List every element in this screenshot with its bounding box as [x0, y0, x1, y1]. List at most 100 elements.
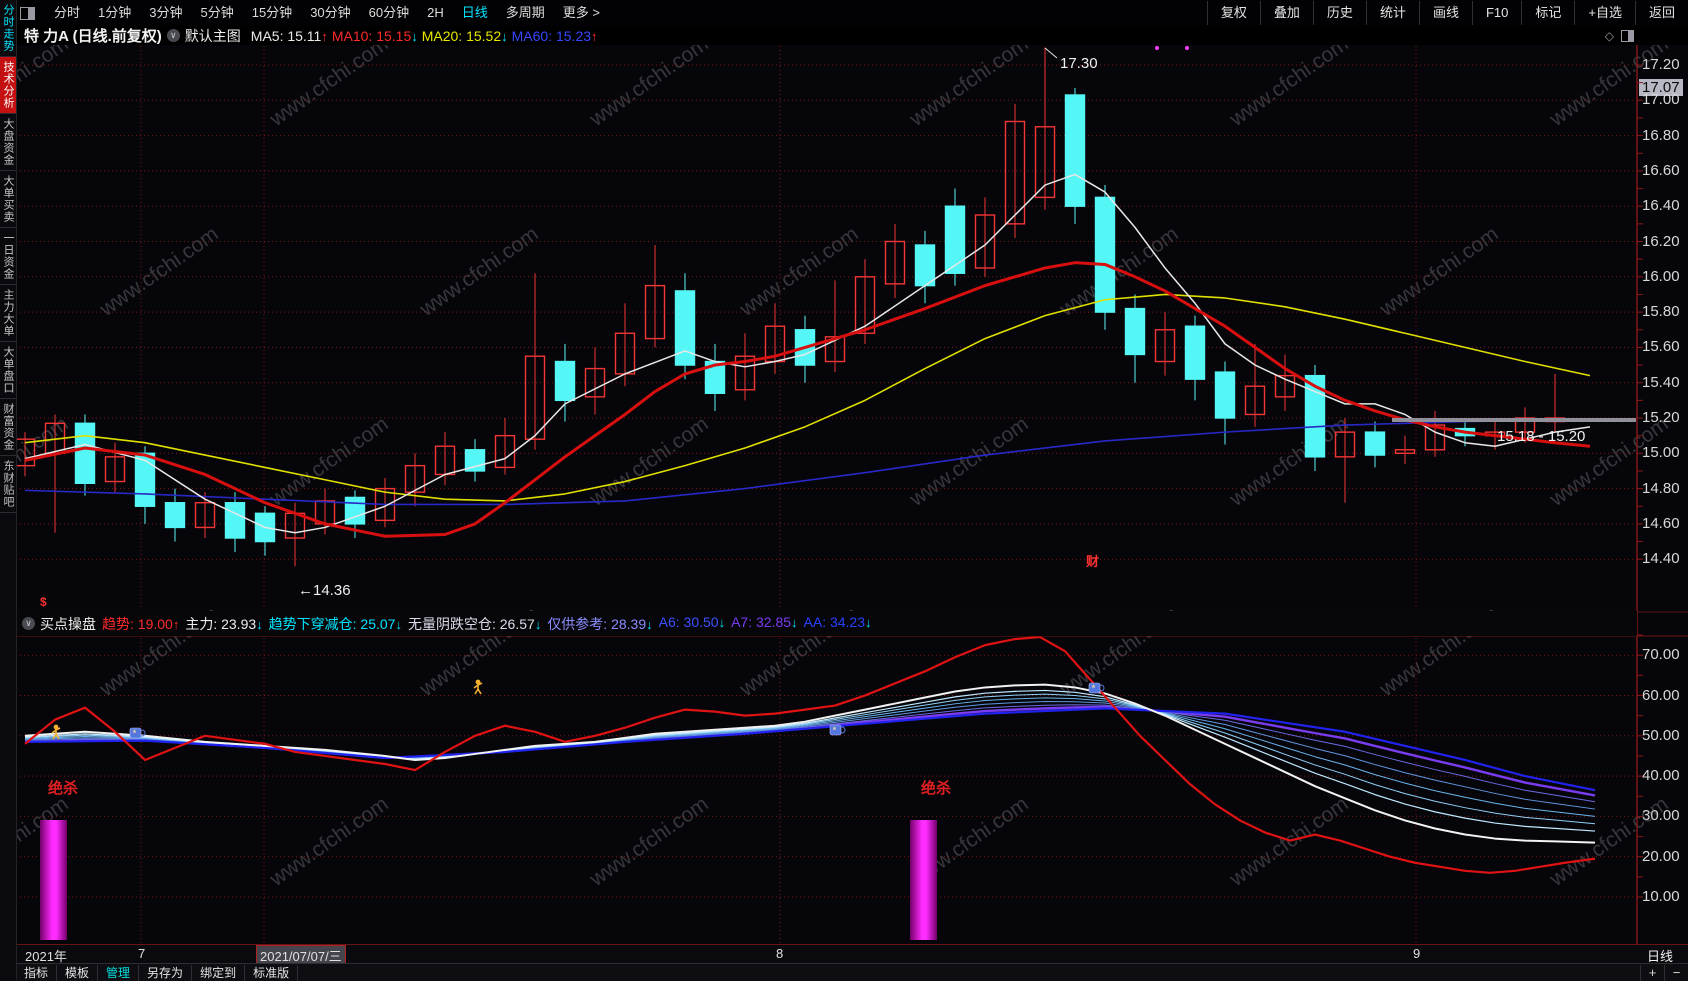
candle-body	[1304, 374, 1326, 458]
sidebar-item-大单买卖[interactable]: 大单买卖	[0, 171, 16, 228]
indicator-arrow-icon: ↓	[256, 616, 263, 632]
toolbar-button-标记[interactable]: 标记	[1521, 1, 1574, 25]
indicator-values: 买点操盘 趋势: 19.00↑ 主力: 23.93↓ 趋势下穿减仓: 25.07↓ 无量…	[40, 614, 878, 634]
price-label-15.40: 15.40	[1642, 373, 1680, 391]
sidebar-item-一日资金[interactable]: 一日资金	[0, 228, 16, 285]
bottom-menu-另存为[interactable]: 另存为	[139, 964, 193, 981]
candle-body	[1364, 431, 1386, 456]
bottom-menu-绑定到[interactable]: 绑定到	[192, 964, 246, 981]
zoom-in-button[interactable]: +	[1640, 964, 1664, 981]
dollar-flag: $	[40, 595, 47, 609]
cup-marker: *	[129, 727, 146, 740]
bottom-menu-指标[interactable]: 指标	[16, 964, 58, 981]
period-tab-3分钟[interactable]: 3分钟	[149, 5, 183, 20]
sidebar-item-大盘资金[interactable]: 大盘资金	[0, 114, 16, 171]
ma-arrow-icon: ↓	[501, 28, 508, 44]
indicator-circle-icon[interactable]: ∨	[22, 617, 35, 630]
bottom-menu-管理[interactable]: 管理	[98, 964, 140, 981]
period-tab-30分钟[interactable]: 30分钟	[310, 5, 351, 20]
price-label-17.20: 17.20	[1642, 56, 1680, 73]
window-layout-icon[interactable]	[20, 6, 35, 20]
sub-value-label-50.00: 50.00	[1642, 726, 1680, 744]
period-tab-15分钟[interactable]: 15分钟	[251, 5, 293, 20]
diamond-icon[interactable]: ◇	[1604, 28, 1614, 43]
candle-body	[104, 456, 126, 483]
price-label-14.40: 14.40	[1642, 550, 1680, 568]
sidebar-item-分时走势[interactable]: 分时走势	[0, 0, 16, 57]
candle-body	[1394, 449, 1416, 454]
toolbar-button-+自选[interactable]: +自选	[1574, 1, 1635, 25]
indicator-field: A6: 30.50↓	[659, 614, 725, 634]
indicator-arrow-icon: ↑	[172, 616, 180, 632]
period-tabs: 分时 1分钟 3分钟 5分钟 15分钟 30分钟 60分钟 2H 日线 多周期 更多 >	[45, 0, 609, 26]
sidebar-item-财富资金[interactable]: 财富资金	[0, 399, 16, 456]
date-axis: 日线 2021年 7 2021/07/07/三 8 9	[0, 945, 1688, 966]
candle-body	[914, 244, 936, 287]
toolbar-button-叠加[interactable]: 叠加	[1259, 1, 1313, 25]
candle-body	[884, 240, 906, 285]
indicator-field: 仅供参考: 28.39↓	[547, 614, 652, 634]
ma-text: MA5: 15.11	[250, 27, 322, 44]
signal-bar	[910, 820, 937, 940]
toolbar-button-画线[interactable]: 画线	[1418, 1, 1472, 25]
zoom-out-button[interactable]: −	[1664, 964, 1688, 981]
indicator-field: 无量阴跌空仓: 26.57↓	[408, 614, 541, 634]
price-label-15.00: 15.00	[1642, 444, 1680, 462]
signal-bar	[40, 820, 67, 940]
layout-label: 默认主图	[184, 27, 241, 44]
panel-split-icon[interactable]	[1621, 29, 1634, 42]
sidebar-item-主力大单[interactable]: 主力大单	[0, 285, 16, 342]
sidebar-item-大单盘口[interactable]: 大单盘口	[0, 342, 16, 399]
period-tab-2H[interactable]: 2H	[427, 5, 444, 20]
ma-text: MA10: 15.15	[331, 27, 412, 44]
ma-arrow-icon: ↓	[411, 28, 418, 44]
cai-flag: 财	[1086, 554, 1099, 569]
indicator-text: A6: 30.50	[658, 613, 719, 630]
sidebar-item-东财贴吧[interactable]: 东财贴吧	[0, 456, 16, 513]
sub-value-label-40.00: 40.00	[1642, 767, 1680, 785]
sidebar-item-技术分析[interactable]: 技术分析	[0, 57, 16, 114]
price-label-16.80: 16.80	[1642, 126, 1680, 144]
sub-value-label-20.00: 20.00	[1642, 847, 1680, 865]
peak-price-label: 17.30	[1060, 55, 1098, 72]
toolbar-button-返回[interactable]: 返回	[1634, 1, 1688, 25]
person-marker	[51, 724, 61, 740]
toolbar-button-复权[interactable]: 复权	[1206, 1, 1260, 25]
magenta-dot	[1185, 46, 1189, 50]
indicator-text: 趋势下穿减仓: 25.07	[268, 615, 396, 632]
bottom-menu-模板[interactable]: 模板	[57, 964, 99, 981]
indicator-text: AA: 34.23	[803, 613, 866, 630]
dropdown-circle-icon[interactable]: ∨	[166, 29, 180, 42]
ma-field: MA20: 15.52↓	[422, 28, 508, 44]
indicator-blue-line	[24, 707, 1596, 792]
candle-body	[644, 284, 666, 340]
period-label: 日线	[1647, 949, 1674, 964]
toolbar-button-统计[interactable]: 统计	[1365, 1, 1419, 25]
indicator-field: 买点操盘	[40, 614, 96, 634]
period-tab-更多 >[interactable]: 更多 >	[562, 5, 600, 20]
bottom-menu-标准版[interactable]: 标准版	[245, 964, 299, 981]
period-tab-1分钟[interactable]: 1分钟	[98, 5, 132, 20]
period-tab-分时[interactable]: 分时	[54, 5, 81, 20]
period-tab-日线[interactable]: 日线	[461, 5, 488, 20]
price-label-15.60: 15.60	[1642, 338, 1680, 356]
candle-body	[1424, 424, 1446, 451]
symbol-title: 特 力A (日线.前复权)	[24, 28, 162, 45]
price-label-16.20: 16.20	[1642, 232, 1680, 250]
period-tab-5分钟[interactable]: 5分钟	[200, 5, 234, 20]
svg-text:*: *	[1092, 684, 1096, 695]
candle-body	[1274, 374, 1296, 398]
indicator-arrow-icon: ↓	[791, 614, 798, 630]
indicator-arrow-icon: ↓	[534, 616, 542, 632]
ma20-line	[24, 293, 1591, 502]
candle-body	[194, 502, 216, 529]
price-label-14.60: 14.60	[1642, 514, 1680, 532]
indicator-text: 买点操盘	[40, 615, 96, 632]
toolbar-button-F10[interactable]: F10	[1471, 1, 1521, 25]
period-tab-多周期[interactable]: 多周期	[505, 5, 545, 20]
price-label-15.20: 15.20	[1642, 409, 1680, 426]
period-tab-60分钟[interactable]: 60分钟	[368, 5, 410, 20]
price-label-17.00: 17.00	[1642, 91, 1680, 109]
toolbar-button-历史[interactable]: 历史	[1312, 1, 1366, 25]
